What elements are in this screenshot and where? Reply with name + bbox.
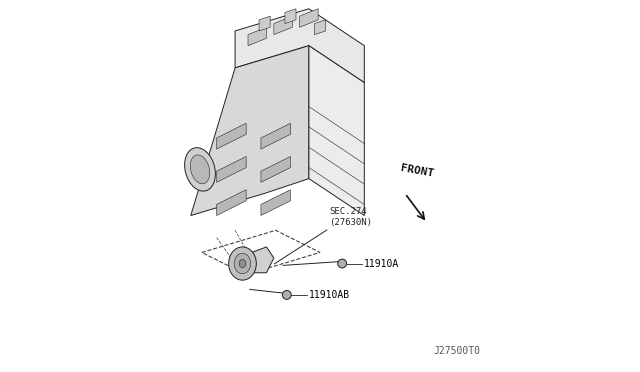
Polygon shape — [314, 20, 326, 35]
Polygon shape — [237, 247, 274, 273]
Polygon shape — [191, 46, 309, 215]
Polygon shape — [300, 9, 318, 27]
Text: 11910A: 11910A — [364, 259, 399, 269]
Text: SEC.274
(27630N): SEC.274 (27630N) — [329, 207, 372, 227]
Ellipse shape — [239, 260, 246, 267]
Text: J27500T0: J27500T0 — [434, 346, 481, 356]
Polygon shape — [216, 123, 246, 149]
Polygon shape — [235, 9, 364, 83]
Text: FRONT: FRONT — [399, 163, 435, 179]
Ellipse shape — [228, 247, 256, 280]
Polygon shape — [216, 157, 246, 182]
Polygon shape — [261, 123, 291, 149]
Polygon shape — [309, 46, 364, 215]
Polygon shape — [261, 157, 291, 182]
Polygon shape — [248, 27, 266, 46]
Polygon shape — [261, 190, 291, 215]
Polygon shape — [259, 16, 270, 31]
Ellipse shape — [234, 253, 251, 274]
Circle shape — [282, 291, 291, 299]
Circle shape — [338, 259, 347, 268]
Polygon shape — [216, 190, 246, 215]
Text: 11910AB: 11910AB — [309, 290, 350, 300]
Ellipse shape — [190, 155, 210, 184]
Ellipse shape — [184, 148, 216, 191]
Polygon shape — [274, 16, 292, 35]
Polygon shape — [285, 9, 296, 23]
